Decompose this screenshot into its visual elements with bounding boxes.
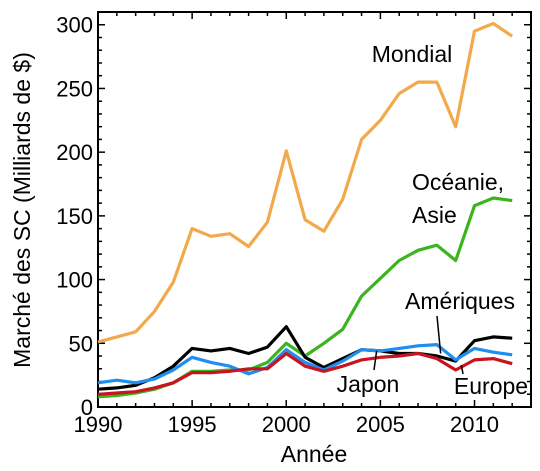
series-line	[97, 21, 514, 344]
series-label: Europe	[454, 373, 528, 399]
y-tick-label: 300	[56, 13, 93, 38]
x-tick-label: 2010	[450, 412, 499, 437]
label-leader-line	[436, 315, 442, 354]
label-leader-line	[460, 364, 464, 375]
plot-frame	[97, 11, 532, 408]
y-axis-title: Marché des SC (Milliards de $)	[9, 52, 35, 368]
x-axis: 1990 1995 2000 2005 2010	[74, 12, 532, 437]
series-labels: Mondial Océanie, Asie Amériques Japon Europe	[337, 41, 528, 399]
series-label: Japon	[337, 371, 400, 397]
label-leader-line	[373, 350, 378, 371]
series-line	[97, 325, 513, 391]
series-line	[97, 351, 513, 396]
y-tick-label: 0	[81, 395, 93, 420]
y-tick-label: 250	[56, 76, 93, 101]
y-tick-label: 200	[56, 140, 93, 165]
y-axis: 0 50 100 150 200 250 300	[56, 13, 531, 420]
series-label: Mondial	[372, 41, 453, 67]
series-lines	[97, 21, 514, 399]
series-label: Océanie, Asie	[412, 169, 504, 228]
y-tick-label: 100	[56, 268, 93, 293]
x-tick-label: 1990	[74, 412, 123, 437]
series-line	[97, 343, 513, 385]
x-axis-title: Année	[281, 441, 348, 467]
x-tick-label: 2000	[262, 412, 311, 437]
y-tick-label: 50	[69, 331, 93, 356]
x-tick-label: 2005	[356, 412, 405, 437]
x-tick-label: 1995	[168, 412, 217, 437]
y-tick-label: 150	[56, 204, 93, 229]
series-label: Amériques	[405, 288, 515, 314]
